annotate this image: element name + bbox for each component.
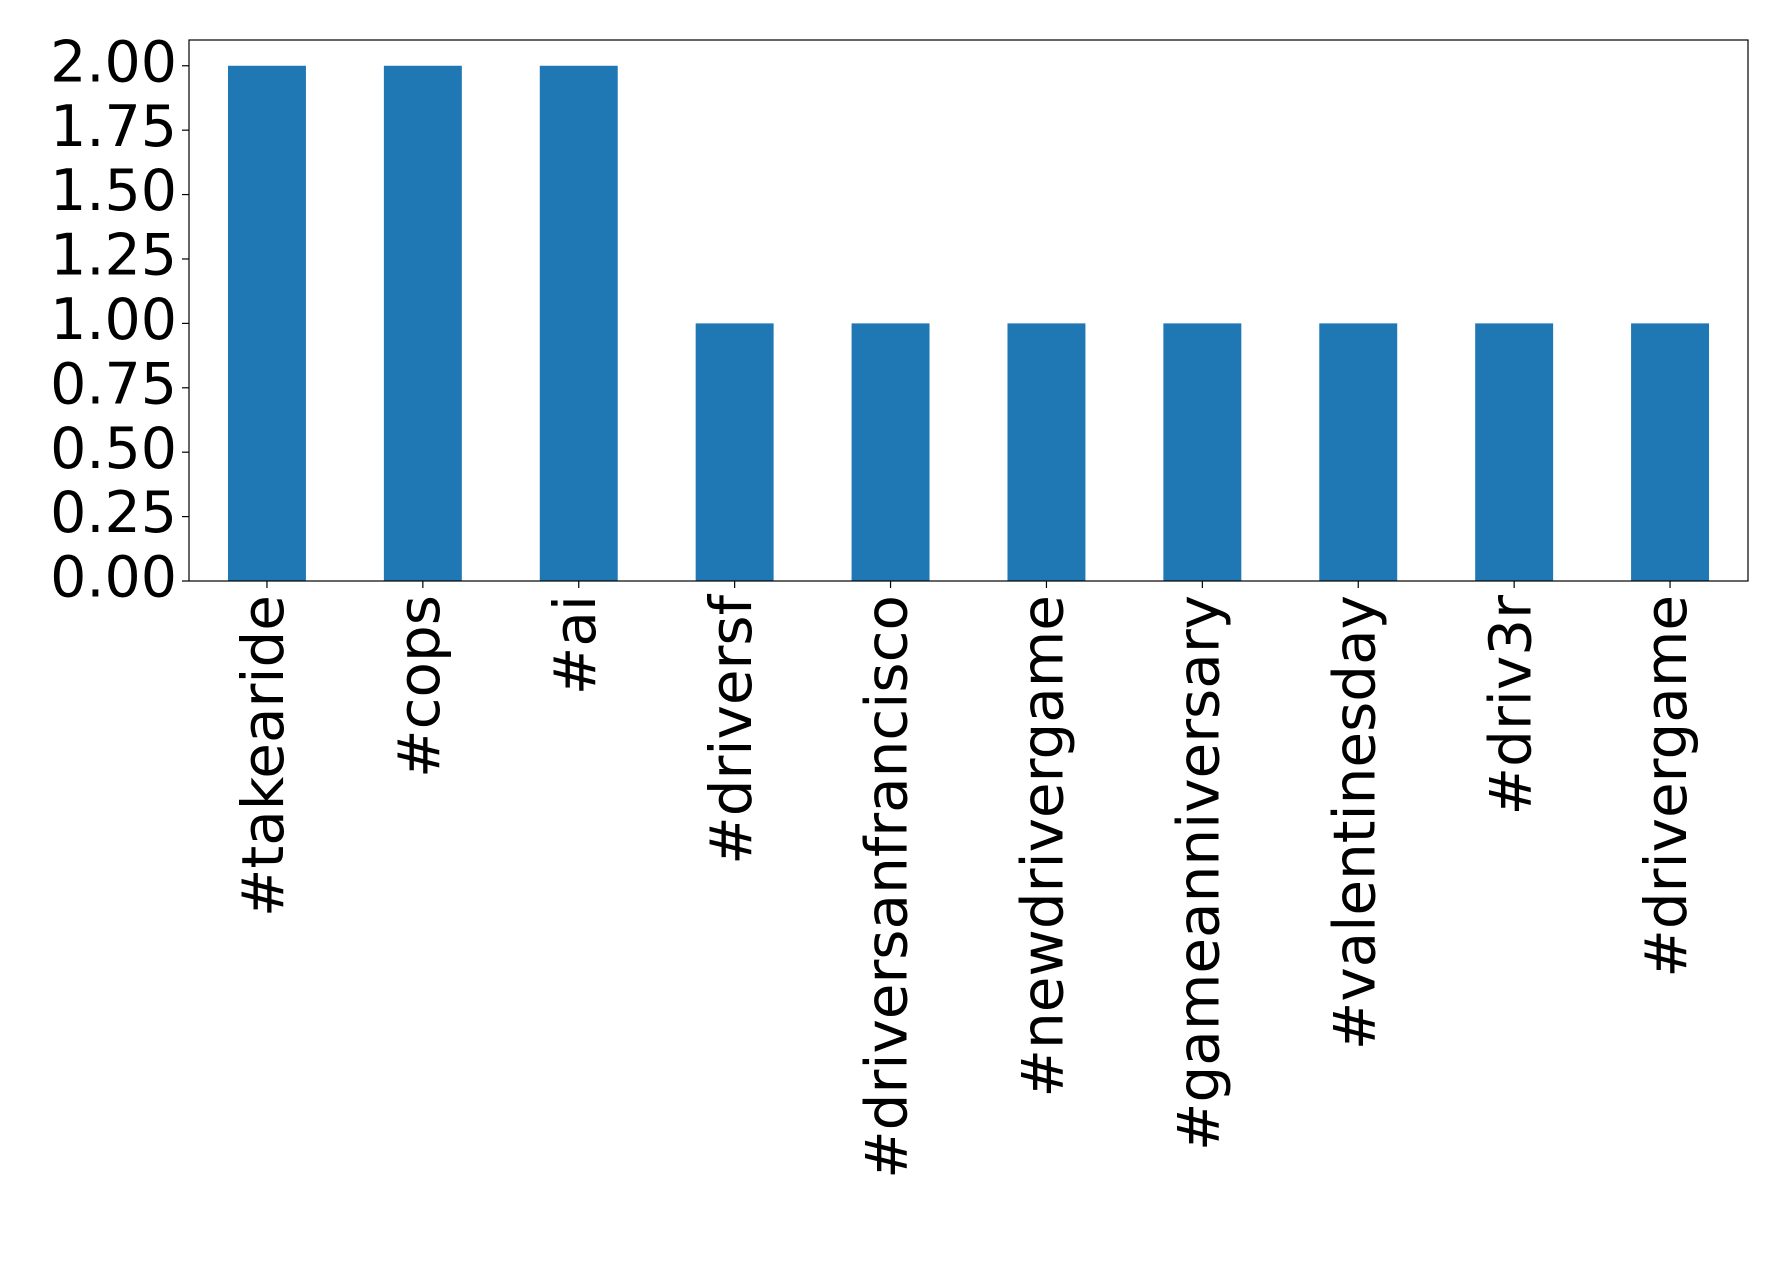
x-tick-label: #cops [385, 595, 453, 778]
y-tick-label: 0.00 [50, 545, 177, 611]
x-tick-label: #newdrivergame [1009, 595, 1077, 1098]
bar [383, 65, 462, 581]
y-tick-label: 1.50 [50, 158, 177, 224]
x-tick-label: #driv3r [1476, 595, 1544, 816]
y-tick-label: 0.50 [50, 416, 177, 482]
y-tick-label: 1.75 [50, 94, 177, 160]
x-tick-label: #driversf [697, 593, 765, 864]
y-tick-label: 0.75 [50, 351, 177, 417]
y-tick-label: 0.25 [50, 480, 177, 546]
x-tick-label: #valentinesday [1320, 595, 1388, 1050]
y-tick-label: 2.00 [50, 29, 177, 95]
x-tick-label: #driversanfrancisco [853, 595, 921, 1179]
bar [227, 65, 306, 581]
bar [1007, 323, 1086, 581]
x-tick-label: #ai [541, 595, 609, 695]
x-tick-label: #takearide [229, 595, 297, 917]
bar [1163, 323, 1242, 581]
x-tick-label: #drivergame [1632, 595, 1700, 978]
x-tick-label: #gameanniversary [1164, 595, 1232, 1151]
bar [1319, 323, 1398, 581]
bar [1475, 323, 1554, 581]
y-tick-label: 1.00 [50, 287, 177, 353]
bar [851, 323, 930, 581]
bar [1631, 323, 1710, 581]
plot-frame [188, 39, 1749, 582]
y-tick-label: 1.25 [50, 223, 177, 289]
bar [539, 65, 618, 581]
bar [695, 323, 774, 581]
